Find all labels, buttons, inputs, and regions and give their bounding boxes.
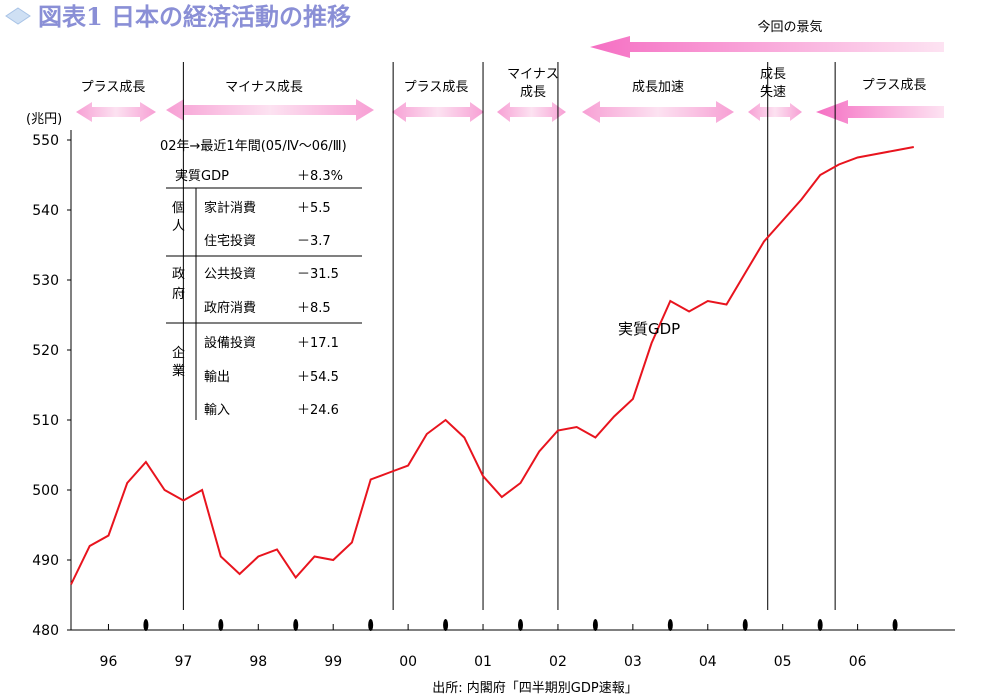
table-row-value: －31.5 [297, 267, 339, 282]
table-row-label: 政府消費 [204, 301, 256, 316]
table-row-label: 輸入 [204, 403, 230, 418]
x-boundary-dot [143, 619, 149, 631]
contribution-table: 02年→最近1年間(05/Ⅳ～06/Ⅲ) 実質GDP ＋8.3% 個 人 家計消… [160, 139, 362, 420]
x-boundary-dot [293, 619, 299, 631]
table-total-value: ＋8.3% [297, 169, 343, 184]
x-tick-label: 02 [549, 654, 567, 670]
table-row-value: ＋17.1 [297, 336, 339, 351]
x-boundary-dot [368, 619, 374, 631]
current-cycle-arrow: 今回の景気 [590, 19, 944, 58]
x-boundary-dot [817, 619, 823, 631]
x-boundary-dot [443, 619, 449, 631]
phase-dividers [182, 62, 836, 610]
x-tick-label: 05 [774, 654, 792, 670]
phase-label-6b: 失速 [760, 85, 786, 100]
y-tick-label: 480 [32, 623, 59, 639]
phase-label-4b: 成長 [520, 85, 546, 100]
phase-label-1: プラス成長 [81, 80, 146, 95]
series-label: 実質GDP [618, 320, 680, 338]
x-tick-label: 03 [624, 654, 642, 670]
table-row-value: －3.7 [297, 234, 331, 249]
x-tick-label: 04 [699, 654, 717, 670]
phase-arrows: プラス成長 マイナス成長 プラス成長 マイナス 成長 成長加速 成長 失速 プラ… [76, 67, 944, 124]
table-row-value: ＋5.5 [297, 201, 331, 216]
chart-title: 図表1 日本の経済活動の推移 [38, 2, 351, 31]
table-row-label: 住宅投資 [204, 233, 256, 249]
group-label-3a: 企 [172, 345, 185, 361]
y-tick-label: 530 [32, 273, 59, 289]
x-tick-label: 97 [174, 654, 192, 670]
phase-label-3: プラス成長 [404, 80, 469, 95]
y-tick-label: 550 [32, 133, 59, 149]
x-boundary-dot [892, 619, 898, 631]
y-tick-label: 500 [32, 483, 59, 499]
group-label-1b: 人 [172, 219, 185, 234]
x-boundary-dot [667, 619, 673, 631]
period-note: 02年→最近1年間(05/Ⅳ～06/Ⅲ) [160, 139, 347, 154]
x-tick-label: 01 [474, 654, 492, 670]
phase-label-2: マイナス成長 [225, 80, 303, 95]
y-ticks: 480 490 500 510 520 530 540 550 [32, 133, 71, 639]
x-tick-label: 06 [849, 654, 867, 670]
group-label-2b: 府 [172, 287, 185, 302]
current-cycle-label: 今回の景気 [757, 19, 822, 35]
x-tick-label: 99 [324, 654, 342, 670]
phase-label-4a: マイナス [507, 67, 559, 82]
x-tick-label: 98 [249, 654, 267, 670]
phase-label-5: 成長加速 [632, 80, 684, 95]
x-boundary-dot [742, 619, 748, 631]
x-dots [143, 619, 898, 631]
table-total-label: 実質GDP [175, 168, 229, 184]
y-tick-label: 540 [32, 203, 59, 219]
table-row-value: ＋8.5 [297, 301, 331, 316]
table-row-label: 設備投資 [204, 335, 256, 351]
source-note: 出所: 内閣府「四半期別GDP速報」 [432, 680, 637, 696]
x-ticks: 96 97 98 99 00 01 02 03 04 05 06 [100, 624, 867, 670]
gdp-series-line [70, 146, 914, 585]
x-tick-label: 00 [399, 654, 417, 670]
table-row-label: 家計消費 [204, 200, 256, 216]
diamond-icon [5, 7, 31, 25]
y-unit-label: (兆円) [26, 112, 62, 127]
y-tick-label: 510 [32, 413, 59, 429]
group-label-3b: 業 [172, 363, 185, 379]
table-row-value: ＋54.5 [297, 370, 339, 385]
table-row-label: 輸出 [204, 370, 230, 385]
phase-label-7: プラス成長 [862, 78, 927, 93]
title-block: 図表1 日本の経済活動の推移 [5, 2, 351, 31]
phase-label-6a: 成長 [760, 67, 786, 82]
group-label-2a: 政 [172, 267, 185, 282]
group-label-1a: 個 [172, 201, 185, 216]
x-boundary-dot [517, 619, 523, 631]
x-boundary-dot [218, 619, 224, 631]
x-tick-label: 96 [100, 654, 118, 670]
x-boundary-dot [592, 619, 598, 631]
table-row-label: 公共投資 [204, 266, 256, 282]
y-tick-label: 520 [32, 343, 59, 359]
y-tick-label: 490 [32, 553, 59, 569]
table-row-value: ＋24.6 [297, 403, 339, 418]
